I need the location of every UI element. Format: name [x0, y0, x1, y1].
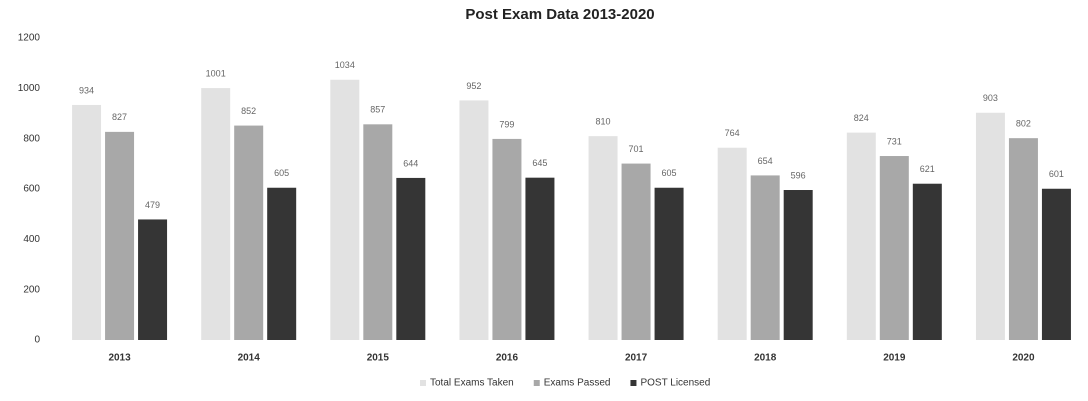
bar	[267, 187, 297, 340]
data-label: 645	[532, 158, 547, 168]
bar	[363, 124, 393, 341]
data-label: 1034	[335, 60, 355, 70]
x-tick-label: 2020	[1012, 353, 1035, 364]
data-label: 802	[1016, 119, 1031, 129]
chart-title: Post Exam Data 2013-2020	[465, 6, 654, 23]
bar	[654, 187, 684, 340]
data-label: 644	[403, 158, 418, 168]
bar	[717, 147, 747, 340]
data-label: 852	[241, 106, 256, 116]
data-label: 952	[466, 81, 481, 91]
y-tick-label: 800	[23, 133, 40, 144]
data-label: 824	[854, 113, 869, 123]
bar	[1041, 188, 1071, 340]
x-tick-label: 2019	[883, 353, 906, 364]
data-label: 479	[145, 200, 160, 210]
data-label: 934	[79, 85, 94, 95]
y-tick-label: 1000	[18, 83, 41, 94]
data-label: 810	[596, 117, 611, 127]
bar	[459, 100, 489, 340]
legend-label: POST Licensed	[640, 378, 710, 389]
x-tick-label: 2016	[496, 353, 519, 364]
bar	[201, 88, 231, 340]
y-tick-label: 0	[34, 335, 40, 346]
data-label: 731	[887, 136, 902, 146]
bar	[72, 104, 102, 341]
x-tick-label: 2013	[108, 353, 131, 364]
data-label: 1001	[206, 68, 226, 78]
bar	[879, 156, 909, 340]
bar	[396, 177, 426, 340]
bar	[234, 125, 264, 340]
bar	[525, 177, 555, 340]
bar	[105, 131, 135, 340]
legend-swatch	[420, 380, 426, 386]
data-label: 903	[983, 93, 998, 103]
data-label: 605	[274, 168, 289, 178]
bar	[588, 136, 618, 340]
bar	[912, 183, 942, 340]
bar	[621, 163, 651, 340]
data-label: 596	[791, 170, 806, 180]
bar	[330, 79, 360, 340]
x-tick-label: 2014	[238, 353, 261, 364]
x-tick-label: 2017	[625, 353, 648, 364]
x-tick-label: 2018	[754, 353, 777, 364]
data-label: 827	[112, 112, 127, 122]
legend-label: Exams Passed	[544, 378, 611, 389]
bar	[846, 132, 876, 340]
data-label: 654	[758, 156, 773, 166]
bar	[138, 219, 168, 340]
data-label: 621	[920, 164, 935, 174]
bar	[750, 175, 780, 340]
y-tick-label: 600	[23, 184, 40, 195]
bar	[975, 112, 1005, 341]
data-label: 857	[370, 105, 385, 115]
y-tick-label: 200	[23, 284, 40, 295]
y-tick-label: 1200	[18, 33, 41, 44]
bar	[783, 190, 813, 340]
bar	[1008, 138, 1038, 340]
y-tick-label: 400	[23, 234, 40, 245]
data-label: 799	[499, 119, 514, 129]
legend-swatch	[630, 380, 637, 386]
legend-swatch	[533, 380, 540, 386]
x-tick-label: 2015	[367, 353, 390, 364]
bar	[492, 138, 522, 340]
data-label: 601	[1049, 169, 1064, 179]
data-label: 764	[725, 128, 740, 138]
legend-label: Total Exams Taken	[430, 378, 514, 389]
data-label: 605	[662, 168, 677, 178]
data-label: 701	[629, 144, 644, 154]
